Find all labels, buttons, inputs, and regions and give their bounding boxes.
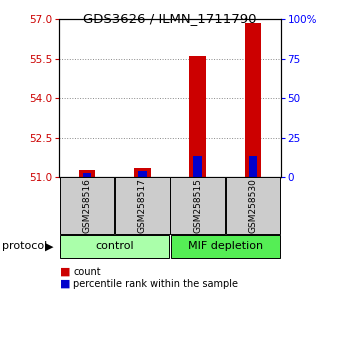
Text: GSM258530: GSM258530 [249, 178, 257, 233]
FancyBboxPatch shape [115, 177, 170, 234]
Text: ▶: ▶ [45, 241, 54, 251]
Bar [189, 56, 206, 177]
Bar [134, 168, 151, 177]
Bar [249, 156, 257, 177]
Text: GSM258515: GSM258515 [193, 178, 202, 233]
Text: control: control [96, 241, 134, 251]
Bar [138, 171, 147, 177]
Bar [83, 173, 91, 177]
FancyBboxPatch shape [60, 235, 169, 258]
Text: GSM258517: GSM258517 [138, 178, 147, 233]
FancyBboxPatch shape [60, 177, 115, 234]
Text: percentile rank within the sample: percentile rank within the sample [73, 279, 238, 289]
FancyBboxPatch shape [225, 177, 280, 234]
FancyBboxPatch shape [170, 177, 225, 234]
Text: GSM258516: GSM258516 [83, 178, 91, 233]
Text: GDS3626 / ILMN_1711790: GDS3626 / ILMN_1711790 [83, 12, 257, 25]
Text: count: count [73, 267, 101, 276]
FancyBboxPatch shape [171, 235, 280, 258]
Bar [193, 156, 202, 177]
Text: protocol: protocol [2, 241, 47, 251]
Bar [79, 170, 96, 177]
Bar [244, 23, 261, 177]
Text: ■: ■ [59, 279, 70, 289]
Text: MIF depletion: MIF depletion [188, 241, 263, 251]
Text: ■: ■ [59, 267, 70, 276]
